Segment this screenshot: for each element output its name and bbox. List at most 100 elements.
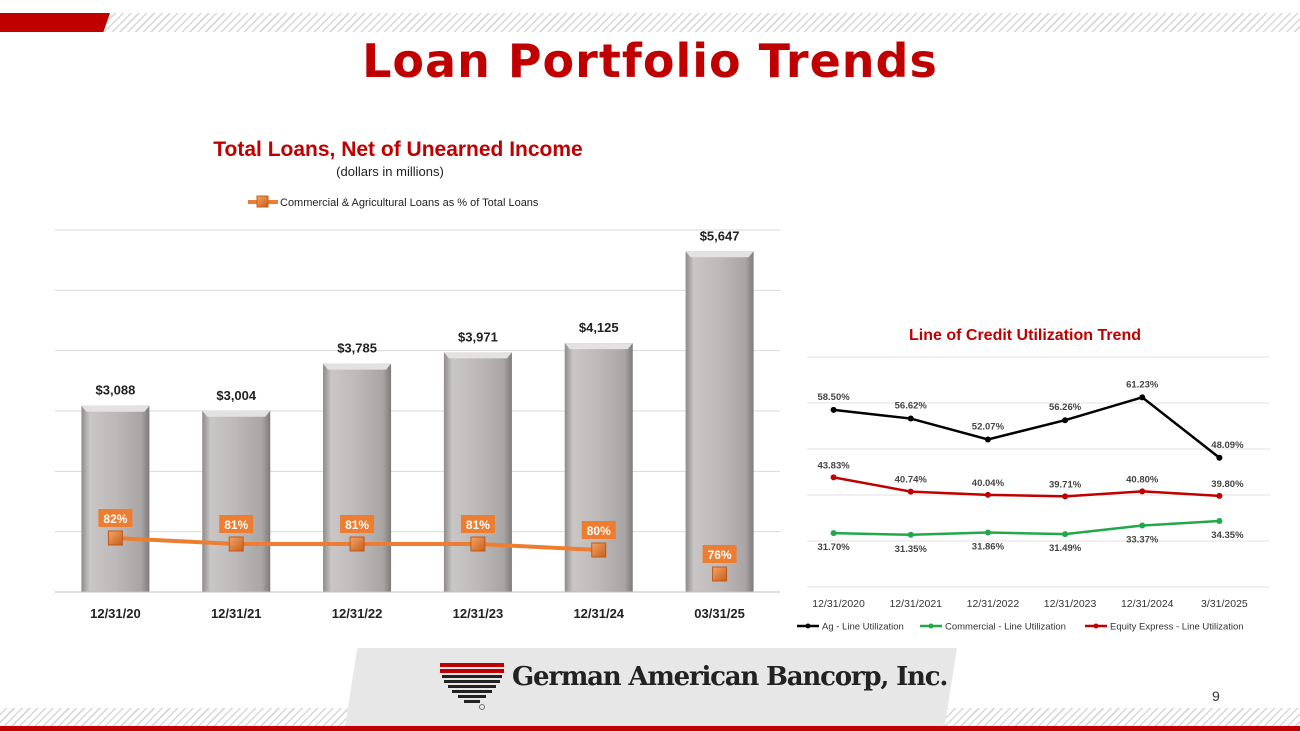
pct-marker xyxy=(470,536,486,552)
line-utilization-chart: Line of Credit Utilization Trend 58.50% 5… xyxy=(797,327,1270,633)
left-legend: Commercial & Agricultural Loans as % of … xyxy=(248,195,539,209)
left-x-tick-label: 12/31/23 xyxy=(453,606,504,621)
company-logo-mark-icon xyxy=(440,663,504,710)
utilization-series-line xyxy=(833,519,1220,537)
legend-series-dot xyxy=(1093,623,1099,629)
utilization-series-line xyxy=(833,395,1221,459)
right-chart-title: Line of Credit Utilization Trend xyxy=(909,327,1141,344)
loan-bar xyxy=(323,363,392,592)
right-x-tick-label: 3/31/2025 xyxy=(1201,598,1248,610)
page-title: Loan Portfolio Trends xyxy=(362,34,938,88)
right-legend: Ag - Line Utilization Commercial - Line U… xyxy=(797,622,1244,633)
legend-marker-swatch xyxy=(256,195,269,208)
right-x-tick-label: 12/31/2023 xyxy=(1044,598,1097,610)
pct-label-box xyxy=(98,509,133,527)
utilization-series-line xyxy=(833,476,1220,498)
loan-bar-bevel xyxy=(443,352,512,359)
top-red-tab xyxy=(0,13,110,32)
right-x-tick-label: 12/31/2021 xyxy=(889,598,942,610)
loan-bar-value-label: $4,125 xyxy=(579,320,619,335)
left-x-tick-label: 03/31/25 xyxy=(694,606,745,621)
utilization-point-label: 31.35% xyxy=(895,544,928,555)
utilization-point-label: 52.07% xyxy=(972,421,1005,432)
right-gridlines xyxy=(807,356,1270,588)
utilization-point xyxy=(907,488,914,495)
company-name: German American Bancorp, Inc. xyxy=(512,662,948,692)
loan-bar-bevel xyxy=(323,363,392,370)
left-overlay-line: 82% 81% 81% 81% 80% 76% xyxy=(98,509,737,582)
utilization-point-label: 56.26% xyxy=(1049,402,1082,413)
legend-series-dot xyxy=(805,623,811,629)
right-x-tick-labels: 12/31/2020 12/31/2021 12/31/2022 12/31/2023… xyxy=(812,598,1248,610)
utilization-point-label: 40.04% xyxy=(972,478,1005,489)
right-x-tick-label: 12/31/2024 xyxy=(1121,598,1174,610)
pct-label-box xyxy=(219,515,254,533)
legend-series-label: Commercial - Line Utilization xyxy=(945,622,1066,633)
pct-marker xyxy=(712,566,728,582)
utilization-point xyxy=(984,491,991,498)
loan-bar-bevel xyxy=(685,251,754,258)
utilization-point-label: 40.74% xyxy=(895,475,928,486)
loan-bar-value-label: $3,004 xyxy=(216,388,257,403)
utilization-point xyxy=(830,530,837,537)
utilization-point xyxy=(1139,488,1146,495)
utilization-point xyxy=(984,436,991,443)
bottom-red-stripe xyxy=(0,726,1300,731)
left-gridlines xyxy=(55,229,780,593)
pct-label: 81% xyxy=(224,518,248,532)
left-chart-title: Total Loans, Net of Unearned Income xyxy=(213,138,583,161)
utilization-point xyxy=(1139,522,1146,529)
pct-marker xyxy=(107,530,123,546)
pct-label: 81% xyxy=(345,518,369,532)
utilization-point xyxy=(1062,531,1069,538)
utilization-point xyxy=(1216,454,1223,461)
utilization-point xyxy=(907,531,914,538)
legend-line-label: Commercial & Agricultural Loans as % of … xyxy=(280,197,539,209)
loan-bar xyxy=(443,352,512,592)
loan-bar-value-label: $3,088 xyxy=(96,383,136,398)
pct-marker xyxy=(349,536,365,552)
pct-label: 82% xyxy=(103,512,127,526)
total-loans-chart: Total Loans, Net of Unearned Income (dol… xyxy=(55,138,780,621)
utilization-point xyxy=(830,474,837,481)
utilization-point xyxy=(907,415,914,422)
utilization-point-label: 48.09% xyxy=(1211,440,1244,451)
utilization-point-label: 39.71% xyxy=(1049,479,1082,490)
left-x-tick-label: 12/31/24 xyxy=(573,606,624,621)
right-series: 58.50% 56.62% 52.07% 56.26% 61.23% 48.09% 31.7… xyxy=(817,379,1244,554)
legend-series-dot xyxy=(928,623,934,629)
left-chart-subtitle: (dollars in millions) xyxy=(336,164,444,179)
pct-label: 81% xyxy=(466,518,490,532)
utilization-point-label: 58.50% xyxy=(817,392,850,403)
utilization-point-label: 43.83% xyxy=(817,460,850,471)
pct-marker xyxy=(591,542,607,558)
utilization-point xyxy=(1139,394,1146,401)
utilization-point-label: 31.49% xyxy=(1049,543,1082,554)
loan-bar-bevel xyxy=(202,410,271,417)
loan-bar-bevel xyxy=(564,343,633,350)
loan-bar xyxy=(685,251,754,592)
right-x-tick-label: 12/31/2022 xyxy=(967,598,1020,610)
utilization-point-label: 34.35% xyxy=(1211,530,1244,541)
pct-label-box xyxy=(581,521,616,539)
loan-bar xyxy=(202,410,271,592)
utilization-point-label: 31.86% xyxy=(972,541,1005,552)
logo-panel xyxy=(345,648,957,726)
left-x-tick-label: 12/31/21 xyxy=(211,606,262,621)
left-x-tick-labels: 12/31/20 12/31/21 12/31/22 12/31/23 12/31/24… xyxy=(55,591,780,621)
loan-bar-bevel xyxy=(81,405,150,412)
legend-series-label: Equity Express - Line Utilization xyxy=(1110,622,1244,633)
pct-label: 76% xyxy=(708,548,732,562)
utilization-point-label: 40.80% xyxy=(1126,474,1159,485)
loan-bar xyxy=(81,405,150,592)
left-x-tick-label: 12/31/22 xyxy=(332,606,383,621)
pct-label-box xyxy=(460,515,495,533)
utilization-point xyxy=(1216,492,1223,499)
utilization-point-label: 56.62% xyxy=(895,401,928,412)
legend-series-label: Ag - Line Utilization xyxy=(822,622,904,633)
utilization-point xyxy=(830,406,837,413)
utilization-point xyxy=(1062,417,1069,424)
utilization-point xyxy=(1216,517,1223,524)
utilization-point-label: 33.37% xyxy=(1126,534,1159,545)
utilization-point xyxy=(1062,493,1069,500)
